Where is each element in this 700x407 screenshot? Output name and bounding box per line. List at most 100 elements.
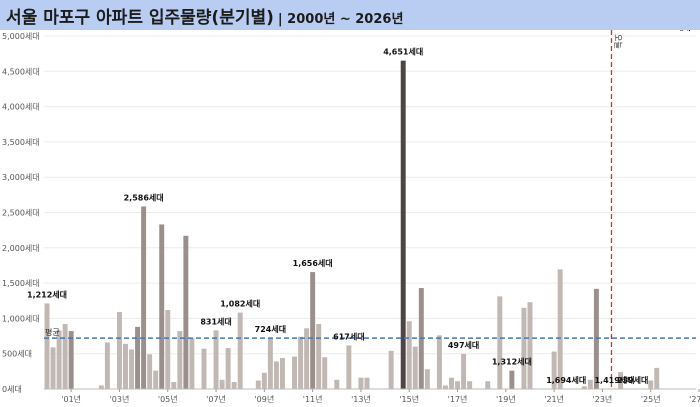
y-tick-label: 2,500세대 [2,209,40,218]
y-tick-label: 4,000세대 [2,103,40,112]
x-tick-label: '11년 [303,394,323,404]
bar [44,303,50,389]
y-tick-label: 0세대 [2,385,22,394]
bar [346,345,352,389]
y-tick-label: 1,000세대 [2,314,40,323]
bar [159,224,165,389]
bar [279,357,285,389]
x-tick-label: '21년 [544,394,564,404]
bar [261,372,267,389]
bar [485,381,491,389]
bar [521,307,527,389]
y-tick-label: 3,500세대 [2,138,40,147]
title-text: 서울 마포구 아파트 입주물량(분기별) [6,8,274,28]
data-label: 497세대 [448,340,479,350]
bar [436,335,442,389]
data-label: 1,212세대 [27,289,67,299]
bar [509,370,515,389]
bar [557,269,563,389]
bar [455,381,461,389]
bar [527,302,533,389]
x-tick-label: '01년 [61,394,81,404]
bar [304,328,310,389]
y-tick-label: 500세대 [2,350,32,359]
bar [461,353,467,389]
bar [358,377,364,389]
chart-subtitle: | 2000년 ~ 2026년 [277,12,404,27]
bar [201,348,207,389]
bar [581,386,587,389]
y-axis-ticks: 0세대 500세대 1,000세대 1,500세대 2,000세대 2,500세대 3,00… [2,32,40,394]
bar [267,337,273,389]
y-tick-label: 5,000세대 [2,32,40,41]
bar [310,272,316,389]
bar [273,361,279,389]
bar [129,349,135,389]
x-tick-label: '03년 [110,394,130,404]
bar [618,372,624,389]
bar [388,350,394,389]
bar [225,348,231,389]
data-label: 299세대 [659,30,690,32]
x-tick-label: '05년 [158,394,178,404]
bar [231,381,237,389]
x-tick-label: '27년 [689,394,700,404]
bar [364,377,370,389]
bar [467,381,473,389]
bar [171,381,177,389]
bar [62,324,68,389]
average-label: 평균 [45,327,60,337]
data-label: 1,312세대 [492,357,532,367]
reference-lines: 평균 오늘 [44,30,696,389]
x-tick-label: '19년 [496,394,516,404]
data-labels: 1,212세대 2,586세대 831세대 1,082세대 724세대 1,656세대 61… [27,30,691,385]
bar [334,379,340,389]
data-label: 1,694세대 [546,375,586,385]
x-tick-label: '15년 [399,394,419,404]
bar [322,357,328,389]
bar [449,377,454,389]
x-axis-ticks: '01년 '03년 '05년 '07년 '09년 '11년 '13년 '15년 '17년 '19년… [44,388,700,404]
bar [316,324,322,389]
bar [219,379,225,389]
bar [147,354,153,389]
data-label: 1,656세대 [293,258,333,268]
x-tick-label: '17년 [448,394,468,404]
bar [406,321,412,389]
bar [442,385,448,389]
data-label: 2,586세대 [124,192,164,202]
bar [141,206,147,389]
bar [165,309,171,389]
y-tick-label: 2,000세대 [2,244,40,253]
bar [497,296,503,389]
bar [123,343,128,389]
y-tick-label: 4,500세대 [2,67,40,76]
chart-title: 서울 마포구 아파트 입주물량(분기별) | 2000년 ~ 2026년 [6,3,403,28]
bar [68,331,74,389]
bar-chart: 0세대 500세대 1,000세대 1,500세대 2,000세대 2,500세대 3,00… [2,30,700,404]
bar [292,356,298,389]
x-tick-label: '07년 [206,394,226,404]
x-tick-label: '25년 [641,394,661,404]
data-label: 724세대 [255,324,286,334]
bar [135,326,141,389]
data-label: 239세대 [617,375,648,385]
x-tick-label: '23년 [593,394,613,404]
bar [424,369,430,389]
x-tick-label: '09년 [254,394,274,404]
data-label: 831세대 [200,316,231,326]
y-tick-label: 3,000세대 [2,173,40,182]
today-label: 오늘 [613,34,622,49]
bar [648,380,654,389]
bar [654,367,660,389]
bar [551,351,557,389]
bar [189,338,195,389]
bar [98,385,104,389]
bar [213,330,219,389]
bar [153,370,159,389]
bar [56,330,62,389]
data-label: 617세대 [333,331,364,341]
bar [183,235,189,389]
bar [104,342,110,389]
bar [400,60,406,389]
